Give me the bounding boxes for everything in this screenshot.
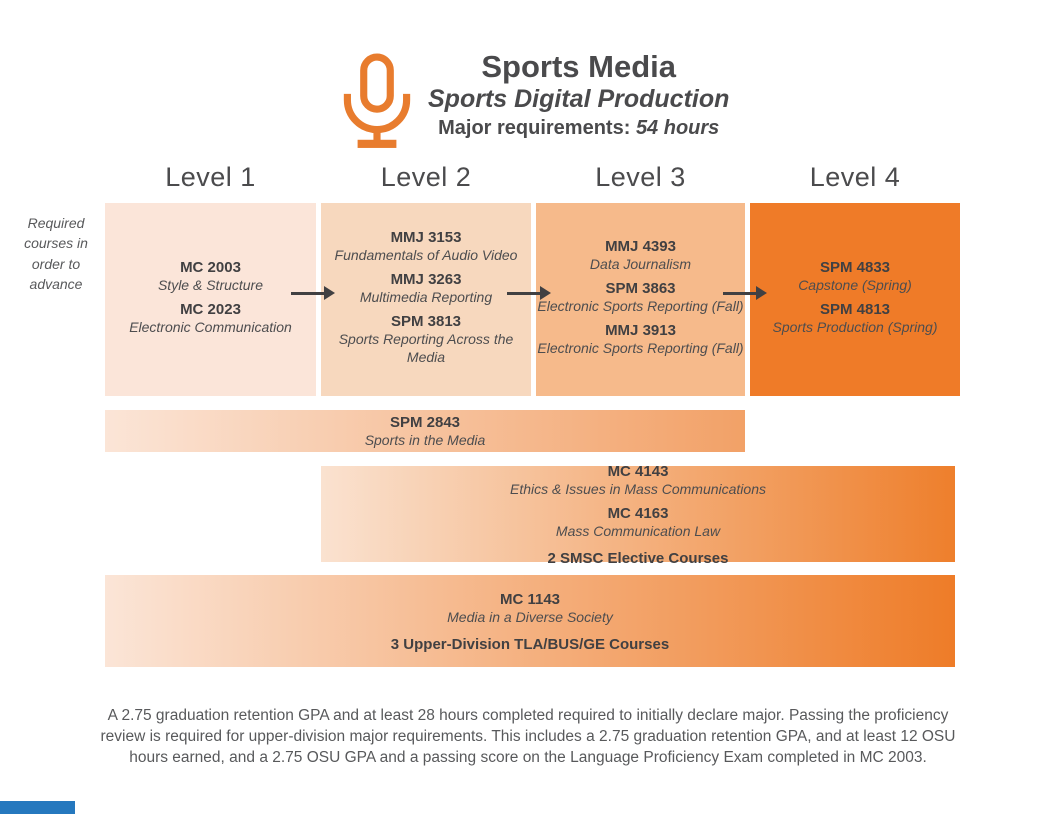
arrow-level1-to-level2-icon (291, 286, 335, 300)
arrow-shaft (507, 291, 540, 295)
course-name: Mass Communication Law (555, 523, 721, 539)
mic-holder-arc (343, 93, 411, 134)
course-item: SPM 4833 Capstone (Spring) (750, 258, 960, 300)
page-subtitle: Sports Digital Production (428, 85, 730, 114)
arrow-head (324, 286, 335, 300)
course-code: SPM 3813 (390, 312, 462, 330)
level-3-header: Level 3 (595, 162, 686, 192)
course-item: MMJ 3263 Multimedia Reporting (321, 270, 531, 312)
level-1-box: MC 2003 Style & Structure MC 2023 Electr… (105, 203, 316, 396)
course-item: MC 2023 Electronic Communication (105, 300, 316, 342)
course-name: Capstone (Spring) (798, 277, 912, 293)
arrow-head (756, 286, 767, 300)
level-2-header: Level 2 (380, 162, 472, 192)
header: Sports Media Sports Digital Production M… (340, 49, 730, 151)
course-code: MMJ 3913 (605, 321, 676, 339)
course-name: Media in a Diverse Society (447, 609, 613, 625)
course-code: MMJ 3153 (390, 228, 462, 246)
course-item: MC 1143 Media in a Diverse Society (105, 590, 955, 627)
course-code: SPM 4833 (819, 258, 891, 276)
arrow-shaft (291, 291, 324, 295)
course-item: SPM 3813 Sports Reporting Across the Med… (321, 312, 531, 372)
elective-requirement: 2 SMSC Elective Courses (547, 549, 729, 567)
footnote: A 2.75 graduation retention GPA and at l… (100, 707, 956, 766)
course-item: MMJ 4393 Data Journalism (536, 237, 745, 279)
course-name: Ethics & Issues in Mass Communications (510, 481, 766, 497)
course-item: MMJ 3913 Electronic Sports Reporting (Fa… (536, 321, 745, 363)
mic-capsule (360, 53, 394, 113)
course-code: MC 2023 (180, 300, 241, 318)
level-1-header: Level 1 (165, 162, 256, 192)
course-code: MMJ 4393 (605, 237, 676, 255)
side-note: Required courses in order to advance (24, 215, 88, 292)
course-code: MC 2003 (180, 258, 241, 276)
course-name: Electronic Sports Reporting (Fall) (537, 298, 744, 314)
course-item: MMJ 3153 Fundamentals of Audio Video (321, 228, 531, 270)
course-code: MMJ 3263 (390, 270, 462, 288)
course-item: SPM 4813 Sports Production (Spring) (750, 300, 960, 342)
major-requirements-value: 54 hours (635, 117, 720, 140)
course-item: MC 2003 Style & Structure (105, 258, 316, 300)
requirement-bar-mc4143: MC 4143 Ethics & Issues in Mass Communic… (321, 463, 955, 567)
course-code: SPM 3863 (605, 279, 676, 297)
arrow-head (540, 286, 551, 300)
level-3-box: MMJ 4393 Data Journalism SPM 3863 Electr… (536, 203, 745, 396)
course-code: SPM 4813 (819, 300, 891, 318)
arrow-shaft (723, 291, 756, 295)
level-4-box: SPM 4833 Capstone (Spring) SPM 4813 Spor… (750, 203, 960, 396)
course-name: Sports Production (Spring) (772, 319, 938, 335)
course-code: SPM 2843 (389, 413, 461, 431)
level-2-box: MMJ 3153 Fundamentals of Audio Video MMJ… (321, 203, 531, 396)
header-text: Sports Media Sports Digital Production M… (428, 49, 730, 143)
microphone-icon (343, 53, 411, 148)
arrow-level3-to-level4-icon (723, 286, 767, 300)
course-name: Multimedia Reporting (359, 289, 493, 306)
course-name: Fundamentals of Audio Video (334, 247, 518, 264)
course-item: SPM 3863 Electronic Sports Reporting (Fa… (536, 279, 745, 321)
course-name: Sports Reporting Across the Media (338, 331, 514, 365)
requirement-bar-mc1143: MC 1143 Media in a Diverse Society 3 Upp… (105, 575, 955, 667)
arrow-level2-to-level3-icon (507, 286, 551, 300)
major-requirements-label: Major requirements: (438, 117, 631, 140)
course-name: Style & Structure (157, 277, 264, 293)
course-name: Data Journalism (589, 256, 692, 272)
mic-base (357, 139, 397, 148)
course-item: SPM 2843 Sports in the Media (105, 413, 745, 450)
course-item: MC 4163 Mass Communication Law (321, 504, 955, 541)
course-name: Electronic Sports Reporting (Fall) (537, 340, 744, 356)
requirement-bar-spm2843: SPM 2843 Sports in the Media (105, 410, 745, 452)
course-code: MC 4163 (607, 504, 669, 522)
major-requirements: Major requirements: 54 hours (428, 114, 729, 143)
course-code: MC 4143 (607, 462, 669, 480)
course-item: MC 4143 Ethics & Issues in Mass Communic… (321, 462, 955, 504)
level-4-header: Level 4 (809, 162, 901, 192)
page-title: Sports Media (481, 49, 677, 84)
bottom-left-blue-bar (0, 801, 75, 814)
course-code: MC 1143 (499, 590, 561, 608)
elective-requirement: 3 Upper-Division TLA/BUS/GE Courses (390, 635, 670, 653)
course-name: Electronic Communication (129, 319, 292, 335)
course-name: Sports in the Media (364, 432, 486, 448)
